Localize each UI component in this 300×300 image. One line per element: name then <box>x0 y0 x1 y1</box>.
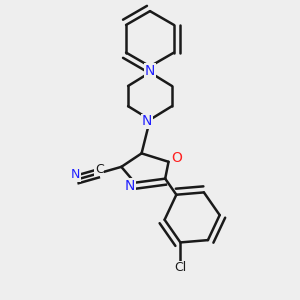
Text: Cl: Cl <box>174 261 187 274</box>
Text: N: N <box>145 64 155 78</box>
Text: N: N <box>124 179 135 193</box>
Text: C: C <box>95 163 104 176</box>
Text: O: O <box>172 152 182 165</box>
Text: N: N <box>141 114 152 128</box>
Text: N: N <box>71 168 80 182</box>
